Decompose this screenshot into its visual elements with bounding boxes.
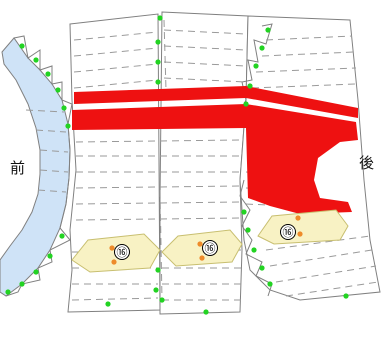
green-dot [45, 71, 51, 77]
green-dot [55, 87, 61, 93]
green-dot [203, 309, 209, 315]
green-dots [5, 15, 349, 315]
back-label: 後 [359, 154, 375, 172]
marker-circle [280, 224, 296, 240]
green-dot [61, 105, 67, 111]
orange-dot [297, 231, 303, 237]
green-dot [253, 63, 259, 69]
front-label: 前 [10, 159, 26, 177]
green-dot [105, 301, 111, 307]
marker-hexagon-3: ⑯ [257, 209, 349, 245]
marker-label: ⑯ [117, 246, 128, 259]
front-zigzag-edge [5, 35, 73, 297]
red-band-upper [74, 86, 358, 118]
green-dot [241, 209, 247, 215]
green-dot [33, 269, 39, 275]
green-dot [19, 43, 25, 49]
orange-dot [199, 255, 205, 261]
green-dot [19, 281, 25, 287]
marker-hexagon-1: ⑯ [71, 233, 161, 273]
marker-hexagon-2: ⑯ [161, 229, 243, 267]
green-dot [265, 27, 271, 33]
green-dot [259, 45, 265, 51]
marker-label: ⑯ [283, 226, 294, 239]
green-dot [153, 287, 159, 293]
center-panel [159, 11, 249, 315]
marker-label: ⑯ [205, 242, 216, 255]
green-dot [5, 289, 11, 295]
orange-dot [111, 259, 117, 265]
green-dot [243, 101, 249, 107]
orange-dot [109, 245, 115, 251]
green-dot [33, 57, 39, 63]
red-band-lower [72, 104, 358, 214]
green-dot [343, 293, 349, 299]
green-dot [251, 247, 257, 253]
green-dot [157, 15, 163, 21]
green-dot [267, 281, 273, 287]
green-dot [155, 39, 161, 45]
green-dot [65, 123, 71, 129]
marker-circle [114, 244, 130, 260]
green-dot [259, 265, 265, 271]
green-dot [59, 233, 65, 239]
green-dot [247, 83, 253, 89]
green-dot [155, 79, 161, 85]
orange-dot [295, 215, 301, 221]
green-dot [155, 59, 161, 65]
green-dot [159, 297, 165, 303]
marker-circle [202, 240, 218, 256]
green-dot [47, 253, 53, 259]
green-dot [245, 227, 251, 233]
green-dot [155, 267, 161, 273]
orange-dot [197, 241, 203, 247]
